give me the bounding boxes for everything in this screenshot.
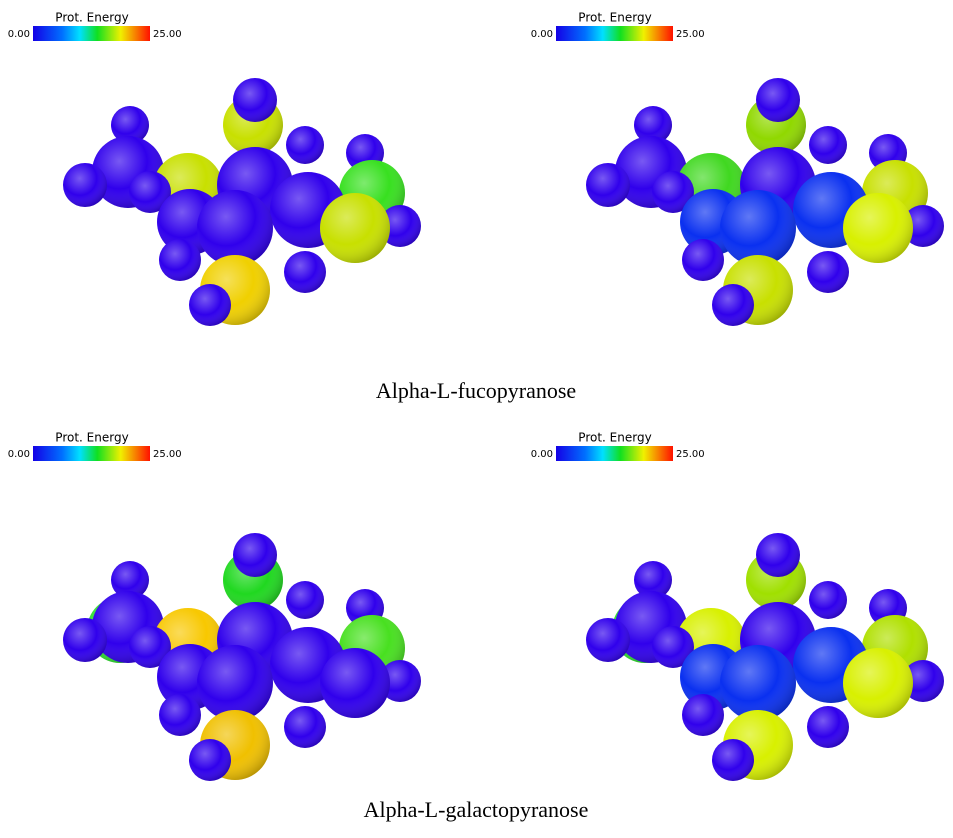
atom-shade — [284, 706, 326, 748]
figure: Alpha-L-fucopyranose Alpha-L-galactopyra… — [0, 0, 953, 838]
molecule — [586, 78, 944, 326]
atom-shade — [284, 251, 326, 293]
atom-shade — [189, 739, 231, 781]
atom-shade — [682, 694, 724, 736]
atom-shade — [233, 78, 277, 122]
atom-shade — [63, 618, 107, 662]
atom-shade — [720, 645, 796, 721]
atom-shade — [712, 739, 754, 781]
atom-shade — [756, 533, 800, 577]
colorbar-max: 25.00 — [676, 449, 705, 460]
colorbar-min: 0.00 — [8, 29, 30, 40]
colorbar — [33, 26, 150, 41]
panel: Prot. Energy 0.00 25.00 — [8, 431, 421, 782]
atom-shade — [586, 618, 630, 662]
atom-shade — [286, 126, 324, 164]
atom-shade — [63, 163, 107, 207]
atom-shade — [189, 284, 231, 326]
colorbar-title: Prot. Energy — [578, 431, 651, 445]
atom-shade — [286, 581, 324, 619]
atom-shade — [809, 126, 847, 164]
panel: Prot. Energy 0.00 25.00 — [8, 11, 421, 327]
panel: Prot. Energy 0.00 25.00 — [531, 431, 944, 782]
atom-shade — [843, 648, 913, 718]
caption: Alpha-L-fucopyranose — [376, 378, 576, 403]
panel: Prot. Energy 0.00 25.00 — [531, 11, 944, 327]
colorbar-title: Prot. Energy — [55, 11, 128, 25]
colorbar-min: 0.00 — [8, 449, 30, 460]
colorbar-max: 25.00 — [153, 29, 182, 40]
atom-shade — [712, 284, 754, 326]
atom-shade — [682, 239, 724, 281]
colorbar — [33, 446, 150, 461]
atom-shade — [197, 190, 273, 266]
colorbar-min: 0.00 — [531, 449, 553, 460]
caption: Alpha-L-galactopyranose — [364, 797, 589, 822]
atom-shade — [720, 190, 796, 266]
colorbar-title: Prot. Energy — [55, 431, 128, 445]
atom-shade — [807, 251, 849, 293]
atom-shade — [809, 581, 847, 619]
atom-shade — [843, 193, 913, 263]
atom-shade — [233, 533, 277, 577]
molecule — [63, 533, 421, 781]
colorbar-min: 0.00 — [531, 29, 553, 40]
colorbar-title: Prot. Energy — [578, 11, 651, 25]
atom-shade — [320, 193, 390, 263]
colorbar — [556, 446, 673, 461]
colorbar-max: 25.00 — [676, 29, 705, 40]
atom-shade — [807, 706, 849, 748]
colorbar — [556, 26, 673, 41]
atom-shade — [159, 239, 201, 281]
atom-shade — [320, 648, 390, 718]
atom-shade — [159, 694, 201, 736]
colorbar-max: 25.00 — [153, 449, 182, 460]
atom-shade — [756, 78, 800, 122]
atom-shade — [197, 645, 273, 721]
atom-shade — [586, 163, 630, 207]
molecule — [63, 78, 421, 326]
molecule — [586, 533, 944, 781]
